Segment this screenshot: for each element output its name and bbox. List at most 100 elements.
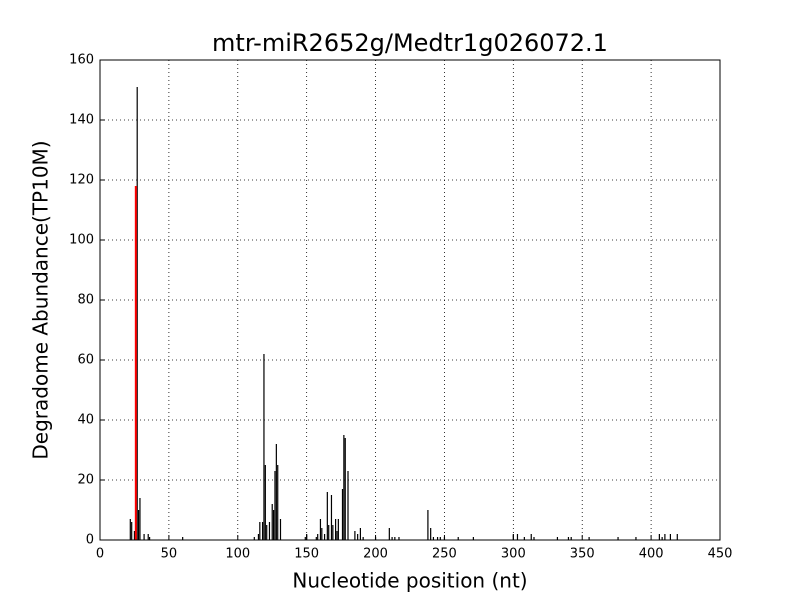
x-tick-label: 400 xyxy=(639,547,664,562)
bar xyxy=(398,537,400,540)
bar xyxy=(182,537,184,540)
bar xyxy=(137,510,140,540)
bar xyxy=(388,528,390,540)
bar xyxy=(472,537,474,540)
y-tick-label: 60 xyxy=(77,353,94,368)
bar xyxy=(523,537,525,540)
y-tick-label: 40 xyxy=(77,413,94,428)
bar xyxy=(556,537,559,540)
bar xyxy=(306,534,308,540)
x-tick-label: 200 xyxy=(363,547,388,562)
highlight-bar xyxy=(134,186,137,540)
y-tick-label: 120 xyxy=(69,173,94,188)
bar xyxy=(332,525,334,540)
bar xyxy=(275,444,277,540)
bar xyxy=(439,537,441,540)
bar xyxy=(443,537,446,540)
bar xyxy=(273,510,275,540)
bar xyxy=(131,522,133,540)
bar xyxy=(257,534,260,540)
bar xyxy=(259,522,261,540)
bar xyxy=(570,537,572,540)
bar xyxy=(347,471,349,540)
bar xyxy=(326,492,328,540)
bar xyxy=(635,537,637,540)
x-tick-label: 150 xyxy=(294,547,319,562)
bar xyxy=(374,537,377,540)
bar xyxy=(432,537,435,540)
bar xyxy=(129,519,131,540)
bar xyxy=(669,534,671,540)
bar xyxy=(263,354,265,540)
x-tick-label: 300 xyxy=(501,547,526,562)
bar xyxy=(336,531,338,540)
bar xyxy=(436,537,439,540)
bar xyxy=(337,519,339,540)
bar xyxy=(394,537,396,540)
bar xyxy=(304,537,306,540)
x-tick-label: 250 xyxy=(432,547,457,562)
bar xyxy=(143,534,145,540)
bar xyxy=(617,537,619,540)
bar xyxy=(530,534,532,540)
bar xyxy=(264,465,266,540)
bar xyxy=(149,537,151,540)
bar xyxy=(457,537,459,540)
bar xyxy=(261,522,264,540)
bar xyxy=(277,465,279,540)
bar xyxy=(147,534,149,540)
bar xyxy=(658,534,660,540)
bar xyxy=(268,522,271,540)
bar xyxy=(271,504,273,540)
bar xyxy=(567,537,570,540)
bar xyxy=(359,528,361,540)
bar xyxy=(335,519,337,540)
bar xyxy=(516,534,519,540)
bar xyxy=(274,471,276,540)
bar xyxy=(676,534,678,540)
bar xyxy=(354,531,356,540)
y-tick-label: 0 xyxy=(86,533,94,548)
x-axis-label: Nucleotide position (nt) xyxy=(292,569,527,593)
bar xyxy=(661,537,663,540)
chart-title: mtr-miR2652g/Medtr1g026072.1 xyxy=(212,29,608,57)
bar xyxy=(266,525,268,540)
bar xyxy=(279,519,282,540)
y-tick-label: 140 xyxy=(69,113,94,128)
bar xyxy=(430,528,432,540)
bar xyxy=(253,537,255,540)
bar xyxy=(315,537,317,540)
bar xyxy=(512,534,514,540)
bar xyxy=(343,435,345,540)
x-tick-label: 450 xyxy=(708,547,733,562)
y-axis-label: Degradome Abundance(TP10M) xyxy=(29,140,53,459)
bar xyxy=(344,438,346,540)
x-tick-label: 350 xyxy=(570,547,595,562)
x-tick-label: 50 xyxy=(161,547,178,562)
bar xyxy=(317,534,319,540)
bar xyxy=(328,525,330,540)
y-tick-label: 20 xyxy=(77,473,94,488)
y-tick-label: 160 xyxy=(69,53,94,68)
bar xyxy=(533,537,535,540)
bar xyxy=(321,528,323,540)
bar xyxy=(136,87,138,540)
bar xyxy=(323,534,326,540)
x-tick-label: 100 xyxy=(225,547,250,562)
bar xyxy=(664,534,666,540)
bar xyxy=(319,519,322,540)
y-tick-label: 80 xyxy=(77,293,94,308)
bar xyxy=(391,537,393,540)
bar xyxy=(427,510,429,540)
y-tick-label: 100 xyxy=(69,233,94,248)
bar xyxy=(139,498,141,540)
bar xyxy=(330,495,333,540)
x-tick-label: 0 xyxy=(96,547,104,562)
bar xyxy=(588,537,590,540)
plot-frame xyxy=(99,59,721,541)
bar xyxy=(133,531,136,540)
bar xyxy=(362,537,364,540)
bar xyxy=(357,534,359,540)
bar xyxy=(341,489,344,540)
